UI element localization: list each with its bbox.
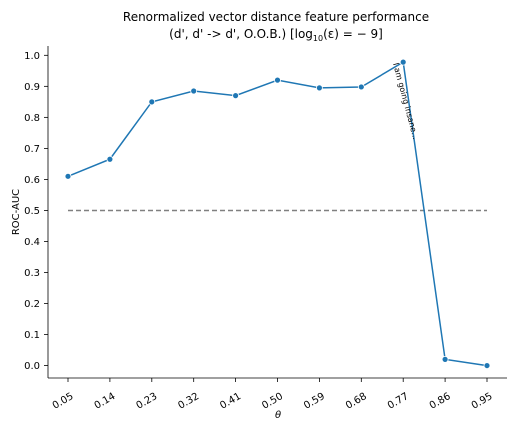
chart-title-line2: (d', d' -> d', O.O.B.) [log10(ε) = − 9]: [169, 27, 383, 43]
x-tick-label: 0.86: [428, 391, 453, 412]
chart-title-prefix: (d', d' -> d', O.O.B.) [log: [169, 27, 313, 41]
y-tick-label: 0.5: [24, 206, 40, 217]
x-tick-label: 0.41: [218, 391, 243, 412]
y-tick-label: 0.2: [24, 299, 40, 310]
data-point: [190, 87, 198, 95]
data-point: [106, 155, 114, 163]
data-point: [64, 172, 72, 180]
x-tick-label: 0.05: [51, 391, 76, 412]
x-tick-label: 0.32: [176, 391, 201, 412]
y-tick-label: 0.1: [24, 330, 40, 341]
annotation-layer: I am going insane...: [391, 62, 420, 141]
y-tick-label: 0.7: [24, 144, 40, 155]
data-point: [315, 84, 323, 92]
y-tick-label: 0.6: [24, 175, 40, 186]
chart-title-suffix: (ε) = − 9]: [323, 27, 383, 41]
x-tick-label: 0.50: [260, 391, 285, 412]
data-point: [274, 76, 281, 84]
y-tick-label: 1.0: [24, 51, 40, 62]
y-tick-label: 0.8: [24, 113, 40, 124]
x-tick-label: 0.23: [135, 391, 160, 412]
x-axis-label: θ: [275, 410, 281, 421]
series-layer: [64, 58, 491, 369]
data-point: [399, 58, 407, 66]
x-ticks: 0.05 0.14 0.23 0.32 0.41 0.50 0.59 0.68 0.77 0.86…: [51, 378, 495, 412]
y-tick-label: 0.3: [24, 268, 40, 279]
y-tick-label: 0.9: [24, 82, 40, 93]
data-point: [357, 83, 365, 91]
data-point: [483, 362, 491, 369]
x-tick-label: 0.14: [93, 391, 118, 412]
x-tick-label: 0.68: [344, 391, 369, 412]
y-axis-label: ROC-AUC: [11, 189, 22, 235]
data-point: [148, 98, 156, 106]
x-tick-label: 0.77: [386, 391, 411, 412]
x-tick-label: 0.95: [470, 391, 495, 412]
chart-title-line1: Renormalized vector distance feature per…: [123, 10, 429, 24]
data-point: [441, 355, 449, 363]
series-line: [67, 60, 488, 367]
y-ticks: 0.0 0.1 0.2 0.3 0.4 0.5 0.6 0.7 0.8 0.9 1.0: [24, 51, 48, 372]
y-tick-label: 0.4: [24, 237, 40, 248]
data-point: [232, 92, 240, 100]
x-tick-label: 0.59: [302, 391, 327, 412]
annotation-text: I am going insane...: [391, 62, 420, 141]
y-tick-label: 0.0: [24, 361, 40, 372]
chart-title-subscript: 10: [313, 34, 323, 43]
